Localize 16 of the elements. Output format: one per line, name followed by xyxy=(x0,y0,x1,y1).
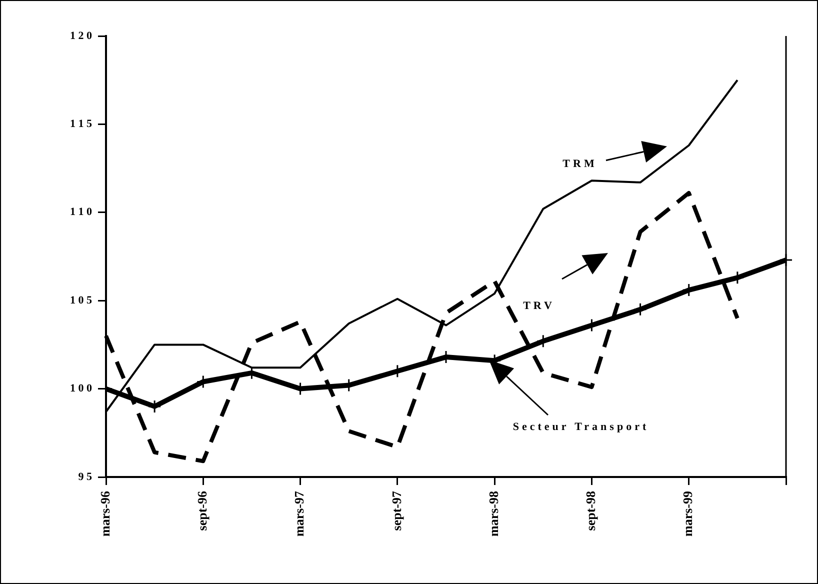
x-tick-label: mars-98 xyxy=(486,490,501,536)
x-tick-label: sept-97 xyxy=(388,490,404,531)
y-tick-label: 1 0 5 xyxy=(70,294,92,306)
y-tick-label: 1 0 0 xyxy=(70,382,92,395)
x-tick-label: sept-98 xyxy=(583,490,598,531)
y-tick-label: 9 5 xyxy=(78,470,92,483)
y-tick-label: 1 1 0 xyxy=(70,206,92,218)
x-tick-label: mars-99 xyxy=(680,490,696,536)
y-tick-label: 1 1 5 xyxy=(70,118,92,130)
text: Secteur Transport xyxy=(512,420,650,433)
x-tick-label: mars-97 xyxy=(292,490,307,536)
y-tick-label: 1 2 0 xyxy=(70,30,92,42)
x-tick-label: mars-96 xyxy=(97,490,112,536)
series-label: TRM xyxy=(562,158,598,170)
series-label: TRV xyxy=(523,300,555,312)
x-tick-label: sept-96 xyxy=(194,490,210,531)
